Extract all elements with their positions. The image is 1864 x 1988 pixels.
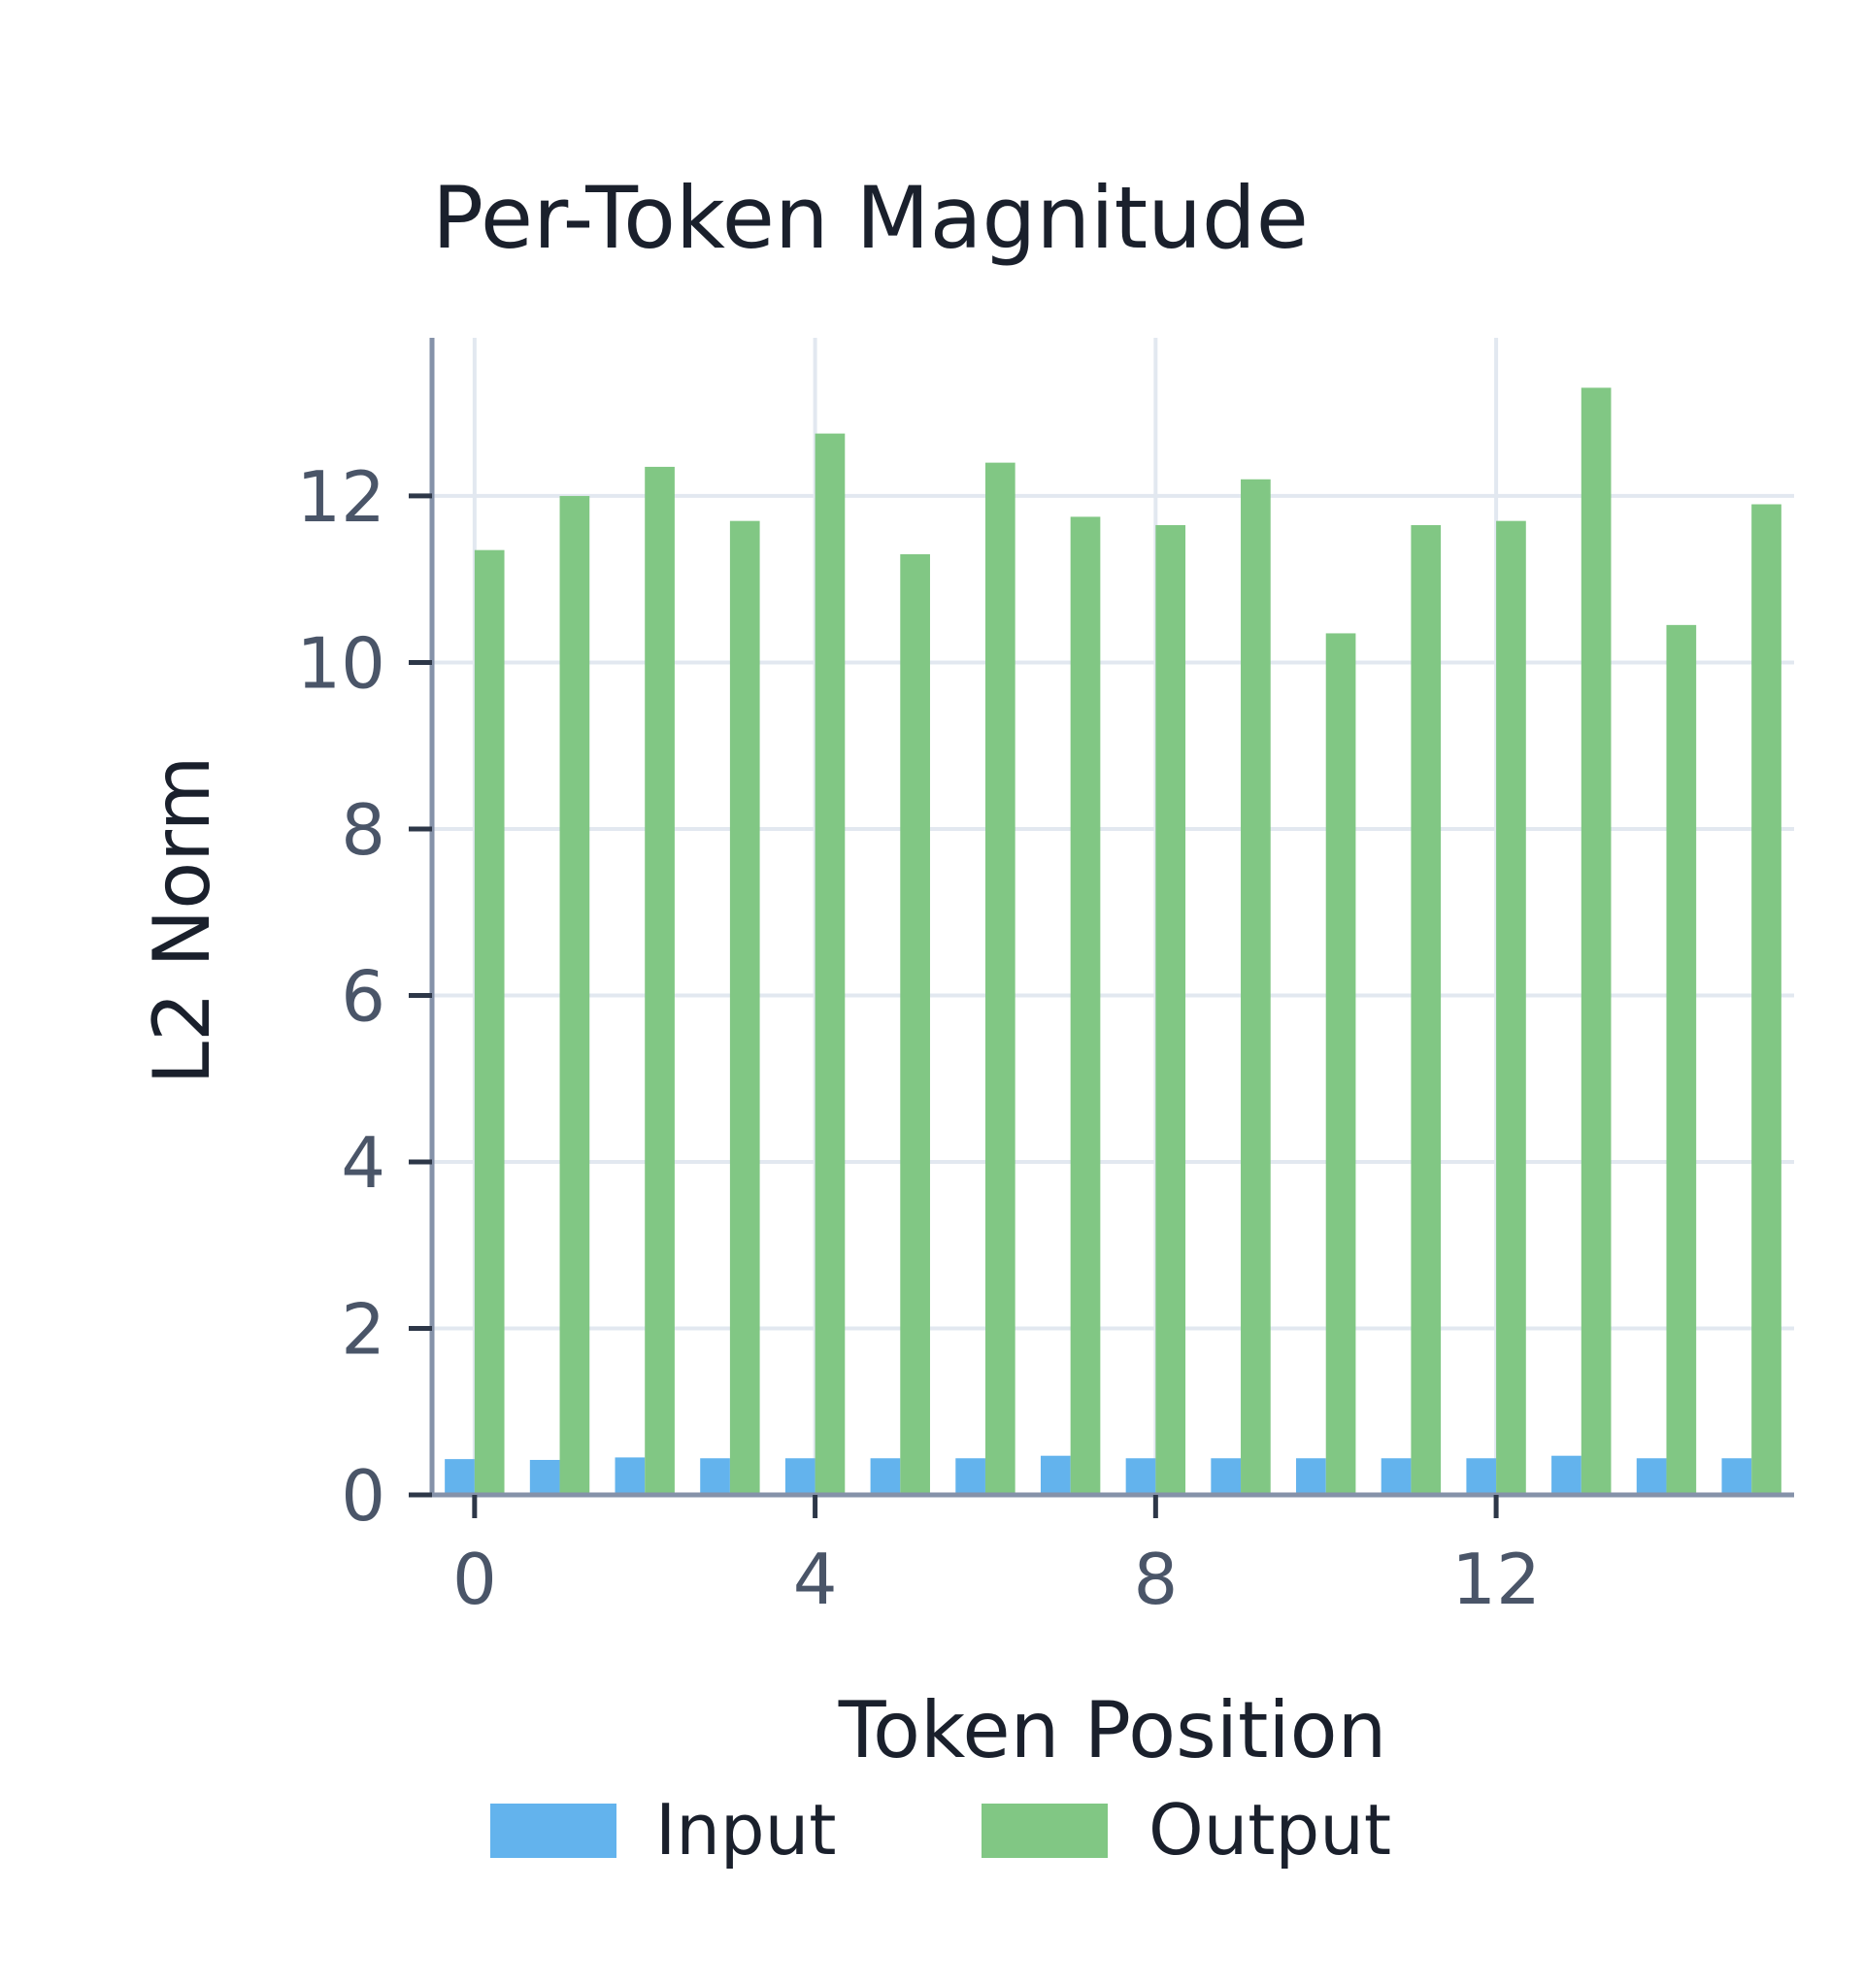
bar-output-7 [1070,516,1101,1495]
bar-input-15 [1721,1458,1752,1495]
y-tick-label: 2 [341,1288,385,1370]
bar-output-9 [1241,479,1271,1495]
chart-title: Per-Token Magnitude [432,168,1309,268]
bar-output-6 [984,462,1015,1496]
x-tick-label: 4 [793,1539,838,1620]
bar-output-3 [729,520,760,1495]
bar-input-10 [1296,1458,1326,1495]
y-tick-label: 4 [341,1122,385,1204]
x-tick-label: 0 [452,1539,497,1620]
legend-label-input: Input [655,1789,836,1871]
bar-output-2 [645,466,675,1495]
legend-swatch-output [982,1804,1108,1858]
bar-output-1 [559,495,590,1495]
bar-output-11 [1411,524,1442,1495]
bar-input-7 [1040,1455,1071,1495]
y-axis-label: L2 Norm [137,755,227,1084]
legend-swatch-input [490,1804,616,1858]
tick-labels: 0 2 4 6 8 10 12 0 4 8 12 [296,456,1541,1620]
bar-output-12 [1496,520,1526,1495]
bar-output-15 [1751,504,1781,1495]
x-axis-label: Token Position [838,1685,1387,1775]
bar-input-8 [1125,1458,1156,1495]
y-tick-label: 8 [341,789,385,871]
y-tick-label: 10 [296,622,385,704]
bar-input-13 [1551,1455,1581,1495]
bar-input-0 [445,1459,475,1495]
bar-output-8 [1155,524,1186,1495]
bar-input-1 [529,1459,560,1495]
bar-input-5 [870,1458,901,1495]
x-tick-label: 8 [1133,1539,1178,1620]
bar-output-13 [1581,387,1612,1495]
bar-input-12 [1466,1458,1497,1495]
bar-input-3 [700,1458,730,1495]
bar-input-2 [615,1457,646,1495]
bar-input-6 [955,1458,985,1495]
bar-input-9 [1211,1458,1242,1495]
bar-output-5 [900,553,930,1495]
bar-output-0 [474,549,505,1495]
y-tick-label: 12 [296,456,385,538]
x-tick-label: 12 [1451,1539,1541,1620]
bar-input-4 [784,1458,816,1495]
bar-input-14 [1636,1458,1667,1495]
bar-output-10 [1325,633,1356,1495]
bar-input-11 [1381,1458,1412,1495]
bars [445,387,1781,1496]
legend-label-output: Output [1148,1789,1391,1871]
legend: Input Output [490,1789,1391,1871]
axes [429,338,1794,1498]
bar-output-4 [815,433,846,1496]
bar-output-14 [1666,624,1697,1495]
y-tick-label: 0 [341,1455,385,1537]
y-tick-label: 6 [341,955,385,1037]
